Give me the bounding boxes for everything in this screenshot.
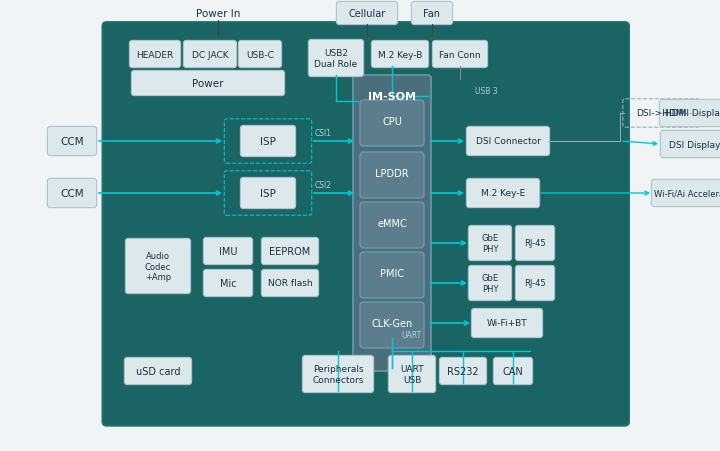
FancyBboxPatch shape xyxy=(261,270,318,297)
Text: RJ-45: RJ-45 xyxy=(524,239,546,248)
Text: eMMC: eMMC xyxy=(377,219,407,229)
FancyBboxPatch shape xyxy=(433,41,487,69)
Text: IMU: IMU xyxy=(219,246,238,257)
FancyBboxPatch shape xyxy=(467,127,549,156)
FancyBboxPatch shape xyxy=(660,131,720,158)
Text: CAN: CAN xyxy=(503,366,523,376)
Text: GbE
PHY: GbE PHY xyxy=(482,234,498,253)
Text: USB2
Dual Role: USB2 Dual Role xyxy=(315,49,358,69)
Text: USB 3: USB 3 xyxy=(475,87,498,96)
FancyBboxPatch shape xyxy=(360,152,424,198)
FancyBboxPatch shape xyxy=(388,355,436,393)
Text: Fan: Fan xyxy=(423,9,441,19)
FancyBboxPatch shape xyxy=(469,226,512,261)
FancyBboxPatch shape xyxy=(353,76,431,371)
Text: Wi-Fi/Ai Accelerator: Wi-Fi/Ai Accelerator xyxy=(654,189,720,198)
FancyBboxPatch shape xyxy=(516,226,554,261)
Text: M.2 Key-E: M.2 Key-E xyxy=(481,189,525,198)
FancyBboxPatch shape xyxy=(102,23,629,426)
Text: DSI Display: DSI Display xyxy=(670,140,720,149)
Text: CSI1: CSI1 xyxy=(315,129,331,138)
Text: Power: Power xyxy=(192,79,224,89)
FancyBboxPatch shape xyxy=(439,358,487,385)
FancyBboxPatch shape xyxy=(360,253,424,299)
FancyBboxPatch shape xyxy=(336,2,397,26)
Text: ISP: ISP xyxy=(260,189,276,198)
Text: Power In: Power In xyxy=(196,9,240,19)
FancyBboxPatch shape xyxy=(360,202,424,249)
FancyBboxPatch shape xyxy=(472,309,543,338)
Text: CCM: CCM xyxy=(60,189,84,198)
FancyBboxPatch shape xyxy=(360,302,424,348)
Text: RS232: RS232 xyxy=(447,366,479,376)
Text: Wi-Fi+BT: Wi-Fi+BT xyxy=(487,319,527,328)
Text: HDMI Display: HDMI Display xyxy=(665,109,720,118)
FancyBboxPatch shape xyxy=(372,41,428,69)
FancyBboxPatch shape xyxy=(130,41,181,69)
FancyBboxPatch shape xyxy=(240,178,296,209)
Text: ISP: ISP xyxy=(260,137,276,147)
Text: CLK-Gen: CLK-Gen xyxy=(372,318,413,328)
FancyBboxPatch shape xyxy=(125,239,191,294)
Text: Cellular: Cellular xyxy=(348,9,386,19)
Text: USB-C: USB-C xyxy=(246,51,274,60)
FancyBboxPatch shape xyxy=(469,266,512,301)
FancyBboxPatch shape xyxy=(204,270,253,297)
FancyBboxPatch shape xyxy=(240,126,296,157)
Text: Peripherals
Connectors: Peripherals Connectors xyxy=(312,364,364,384)
Text: DSI->HDMI: DSI->HDMI xyxy=(636,109,686,118)
Text: PMIC: PMIC xyxy=(380,268,404,278)
FancyBboxPatch shape xyxy=(204,238,253,265)
Text: CSI2: CSI2 xyxy=(315,181,331,190)
Text: uSD card: uSD card xyxy=(136,366,180,376)
FancyBboxPatch shape xyxy=(308,40,364,78)
Text: RJ-45: RJ-45 xyxy=(524,279,546,288)
FancyBboxPatch shape xyxy=(660,100,720,127)
Text: HEADER: HEADER xyxy=(136,51,174,60)
Text: UART
USB: UART USB xyxy=(400,364,424,384)
Text: M.2 Key-B: M.2 Key-B xyxy=(378,51,422,60)
FancyBboxPatch shape xyxy=(516,266,554,301)
Text: CPU: CPU xyxy=(382,117,402,127)
Text: DC JACK: DC JACK xyxy=(192,51,228,60)
Text: IM-SOM: IM-SOM xyxy=(368,92,416,102)
FancyBboxPatch shape xyxy=(467,179,539,208)
FancyBboxPatch shape xyxy=(360,101,424,147)
FancyBboxPatch shape xyxy=(48,127,96,156)
Text: NOR flash: NOR flash xyxy=(268,279,312,288)
FancyBboxPatch shape xyxy=(261,238,318,265)
Text: Mic: Mic xyxy=(220,278,236,288)
FancyBboxPatch shape xyxy=(132,71,284,97)
FancyBboxPatch shape xyxy=(125,358,192,385)
Text: DSI Connector: DSI Connector xyxy=(476,137,541,146)
FancyBboxPatch shape xyxy=(184,41,237,69)
Text: GbE
PHY: GbE PHY xyxy=(482,274,498,293)
FancyBboxPatch shape xyxy=(411,2,453,26)
Text: EEPROM: EEPROM xyxy=(269,246,310,257)
Text: Audio
Codec
+Amp: Audio Codec +Amp xyxy=(145,252,171,281)
FancyBboxPatch shape xyxy=(302,355,374,393)
FancyBboxPatch shape xyxy=(652,180,720,207)
Text: UART: UART xyxy=(402,331,422,340)
Text: Fan Conn: Fan Conn xyxy=(439,51,481,60)
FancyBboxPatch shape xyxy=(48,179,96,208)
FancyBboxPatch shape xyxy=(238,41,282,69)
Text: LPDDR: LPDDR xyxy=(375,169,409,179)
Text: CCM: CCM xyxy=(60,137,84,147)
FancyBboxPatch shape xyxy=(493,358,533,385)
